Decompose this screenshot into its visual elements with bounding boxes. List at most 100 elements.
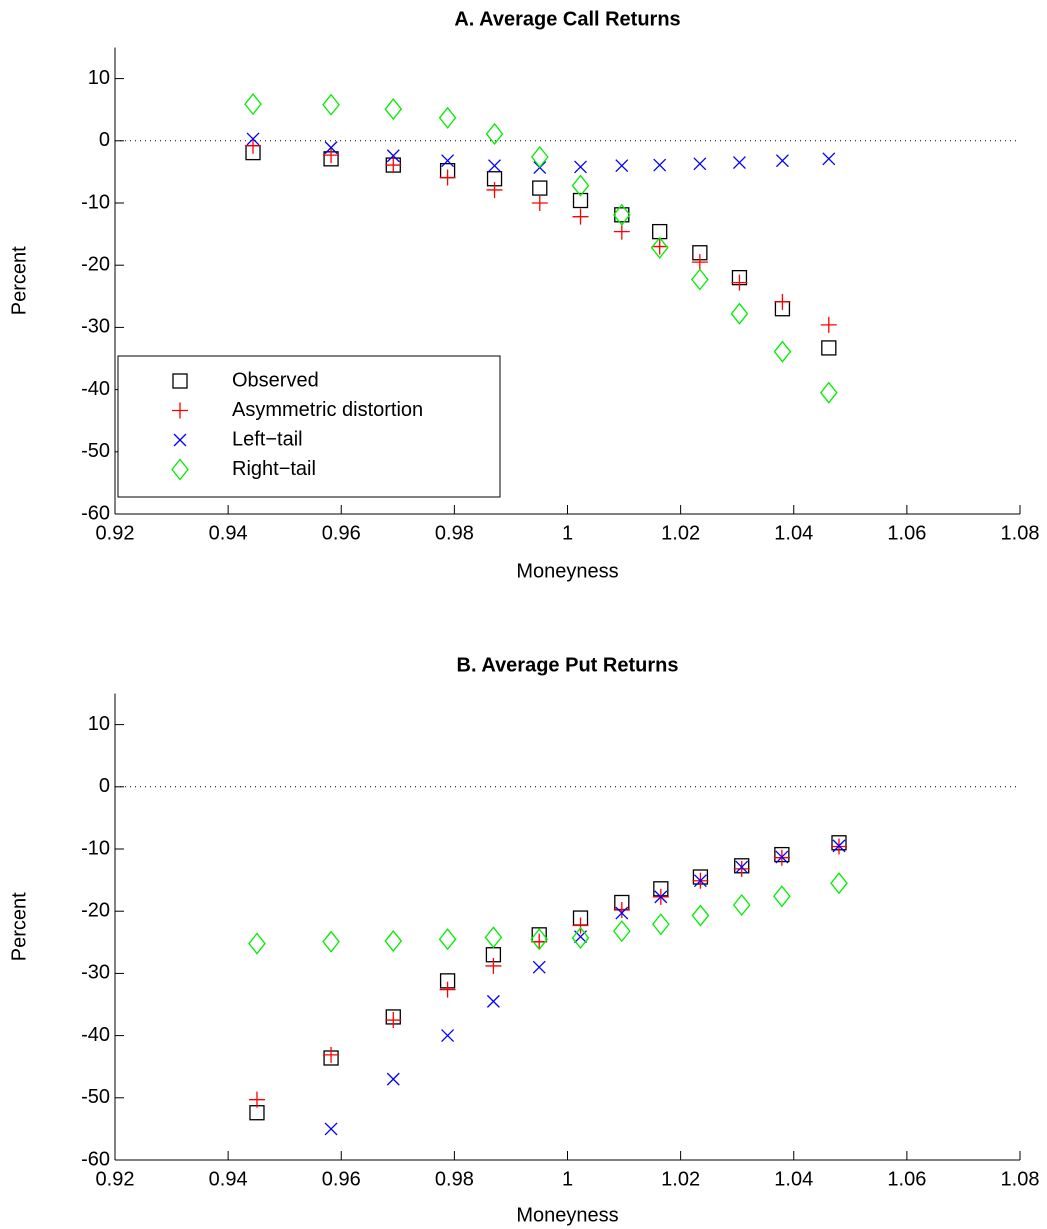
diamond-marker xyxy=(773,340,792,363)
x-marker xyxy=(653,158,667,172)
x-marker xyxy=(615,159,629,173)
x-marker xyxy=(386,1072,400,1086)
x-marker xyxy=(822,152,836,166)
plus-marker xyxy=(572,917,589,934)
diamond-marker xyxy=(732,893,751,917)
y-tick-label: 10 xyxy=(88,67,110,89)
y-tick-label: -60 xyxy=(81,1148,110,1170)
plus-marker xyxy=(731,274,748,291)
plus-marker xyxy=(531,195,548,211)
x-tick-label: 1.08 xyxy=(1001,1168,1040,1190)
square-marker xyxy=(614,207,630,223)
y-tick-label: -50 xyxy=(81,440,110,462)
x-tick-label: 0.92 xyxy=(96,1168,135,1190)
x-tick-label: 0.96 xyxy=(322,522,361,544)
x-axis-label: Moneyness xyxy=(516,1204,618,1226)
x-marker xyxy=(654,890,668,904)
plus-marker xyxy=(245,137,262,154)
plus-marker xyxy=(572,208,589,225)
x-tick-label: 1.04 xyxy=(774,522,813,544)
diamond-marker xyxy=(438,928,457,951)
plus-marker xyxy=(248,1091,265,1108)
plus-marker xyxy=(485,957,502,974)
y-tick-label: 0 xyxy=(99,775,110,797)
diamond-marker xyxy=(322,93,340,116)
plus-marker xyxy=(651,238,668,255)
chart-title: B. Average Put Returns xyxy=(457,654,679,676)
plus-marker xyxy=(733,860,750,877)
plus-marker xyxy=(172,402,188,419)
diamond-marker xyxy=(651,913,670,936)
plus-marker xyxy=(385,157,402,174)
y-axis-label: Percent xyxy=(8,892,30,961)
diamond-marker xyxy=(171,458,189,481)
x-tick-label: 0.94 xyxy=(209,1168,248,1190)
x-marker xyxy=(488,159,501,173)
x-tick-label: 1 xyxy=(562,522,573,544)
plus-marker xyxy=(323,147,340,164)
square-marker xyxy=(572,192,589,209)
x-tick-label: 1.08 xyxy=(1001,522,1040,544)
x-marker xyxy=(173,433,187,447)
x-marker xyxy=(441,1029,455,1043)
x-marker xyxy=(693,157,707,171)
legend-label: Observed xyxy=(232,369,319,391)
x-tick-label: 0.98 xyxy=(435,1168,474,1190)
y-tick-label: -50 xyxy=(81,1086,110,1108)
y-tick-label: -10 xyxy=(81,837,110,859)
x-axis-label: Moneyness xyxy=(516,560,618,582)
x-marker xyxy=(324,141,338,155)
diamond-marker xyxy=(530,145,549,169)
square-marker xyxy=(532,180,548,196)
diamond-marker xyxy=(384,930,403,953)
x-marker xyxy=(574,160,587,174)
diamond-marker xyxy=(571,174,590,197)
y-tick-label: -30 xyxy=(81,316,110,338)
square-marker xyxy=(652,223,668,240)
x-tick-label: 1.06 xyxy=(887,1168,926,1190)
plus-marker xyxy=(613,901,630,918)
diamond-marker xyxy=(244,93,262,116)
diamond-marker xyxy=(650,236,669,259)
x-marker xyxy=(486,994,500,1008)
x-tick-label: 1.02 xyxy=(661,522,700,544)
diamond-marker xyxy=(612,203,631,226)
y-tick-label: -20 xyxy=(81,899,110,921)
diamond-marker xyxy=(384,98,403,121)
x-tick-label: 0.92 xyxy=(96,522,135,544)
square-marker xyxy=(249,1105,265,1121)
x-marker xyxy=(246,132,260,146)
diamond-marker xyxy=(730,302,749,325)
plus-marker xyxy=(486,181,503,198)
legend-label: Asymmetric distortion xyxy=(232,399,423,421)
x-tick-label: 0.98 xyxy=(435,522,474,544)
y-axis-label: Percent xyxy=(8,246,30,315)
diamond-marker xyxy=(322,930,340,953)
x-tick-label: 1 xyxy=(562,1168,573,1190)
x-marker xyxy=(615,906,629,920)
plus-marker xyxy=(323,1046,340,1063)
square-marker xyxy=(821,340,837,356)
legend-label: Left−tail xyxy=(232,428,303,450)
legend-label: Right−tail xyxy=(232,458,316,480)
plus-marker xyxy=(439,981,456,998)
x-tick-label: 1.06 xyxy=(887,522,926,544)
diamond-marker xyxy=(773,885,791,908)
diamond-marker xyxy=(571,926,590,949)
plus-marker xyxy=(385,1012,402,1029)
square-marker xyxy=(172,373,188,389)
chart-title: A. Average Call Returns xyxy=(454,8,680,30)
diamond-marker xyxy=(830,872,848,895)
x-marker xyxy=(832,839,846,853)
y-tick-label: -10 xyxy=(81,191,110,213)
y-tick-label: 10 xyxy=(88,713,110,735)
y-tick-label: -20 xyxy=(81,253,110,275)
plus-marker xyxy=(691,254,708,271)
x-marker xyxy=(324,1122,338,1136)
y-tick-label: -60 xyxy=(81,502,110,524)
x-tick-label: 1.04 xyxy=(774,1168,813,1190)
y-tick-label: 0 xyxy=(99,129,110,151)
plus-marker xyxy=(613,223,630,240)
